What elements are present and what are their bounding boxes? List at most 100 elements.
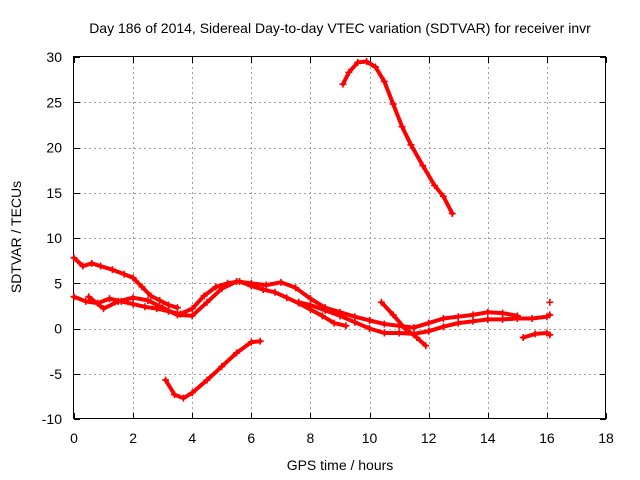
data-point [321,306,329,314]
data-point [546,331,554,339]
data-point [188,305,196,313]
data-point [218,363,226,371]
data-point [277,278,285,286]
series-arc-4 [295,298,554,338]
data-point [528,315,536,323]
series-arc-1 [70,254,181,312]
axis-ticks [74,57,607,420]
data-point [454,319,462,327]
data-point [519,334,527,342]
x-tick-label: 10 [362,430,378,446]
series-arc-5 [377,298,430,350]
data-point [147,292,155,300]
data-point [345,68,353,76]
data-point [425,319,433,327]
y-tick-label: 30 [46,49,62,65]
data-point [218,285,226,293]
data-point [419,162,427,170]
data-points [70,58,554,402]
data-point [377,298,385,306]
data-point [351,318,359,326]
data-point [318,312,326,320]
x-tick-label: 14 [480,430,496,446]
data-point [70,254,78,262]
data-point [170,391,178,399]
x-tick-label: 6 [247,430,255,446]
grid [74,57,606,419]
y-tick-label: 5 [54,275,62,291]
x-tick-label: 16 [539,430,555,446]
data-point [363,58,371,66]
data-point [295,298,303,306]
data-point [256,337,264,345]
data-point [165,301,173,309]
data-point [247,338,255,346]
data-point [448,210,456,218]
chart-title: Day 186 of 2014, Sidereal Day-to-day VTE… [89,20,591,36]
x-tick-label: 12 [421,430,437,446]
data-point [144,296,152,304]
data-point [173,304,181,312]
series-arc-7 [162,337,264,402]
data-point [292,284,300,292]
data-point [156,296,164,304]
x-tick-label: 0 [70,430,78,446]
data-point [371,63,379,71]
data-point [105,295,113,303]
data-point [188,389,196,397]
data-point [306,295,314,303]
data-point [88,259,96,267]
data-point [410,324,418,332]
data-point [342,322,350,330]
x-tick-labels: 0 2 4 6 8 10 12 14 16 18 [70,430,614,446]
series-arc-3 [85,277,521,332]
data-point [79,262,87,270]
y-tick-label: 0 [54,321,62,337]
data-point [366,325,374,332]
y-axis-label: SDTVAR / TECUs [8,181,24,293]
data-point [366,316,374,324]
y-tick-labels: -10 -5 0 5 10 15 20 25 30 [42,49,62,427]
data-point [82,297,90,305]
data-point [546,311,554,319]
data-point [389,100,397,108]
data-point [398,123,406,131]
data-point [203,298,211,306]
data-point [159,304,167,312]
data-point [469,311,477,319]
data-point [395,329,403,337]
y-tick-label: 10 [46,230,62,246]
data-point [380,320,388,328]
data-point [499,309,507,317]
data-point [200,292,208,300]
data-point [531,330,539,338]
data-point [271,288,279,296]
data-point [259,286,267,294]
series-outlier [546,298,554,306]
y-tick-label: 25 [46,94,62,110]
data-point [141,303,149,311]
data-point [336,312,344,320]
series-track [163,339,263,401]
x-tick-label: 18 [598,430,614,446]
series-track [341,59,455,216]
data-point [306,301,314,309]
data-point [454,313,462,321]
data-point [546,298,554,306]
data-point [401,325,409,332]
data-point [380,77,388,85]
y-tick-label: -10 [42,411,62,427]
data-point [407,141,415,149]
data-point [188,312,196,320]
data-point [354,58,362,66]
data-point [439,323,447,331]
data-point [389,311,397,319]
data-point [484,315,492,323]
data-point [212,283,220,291]
x-axis-label: GPS time / hours [287,457,394,473]
data-point [469,317,477,325]
data-point [380,329,388,337]
plot-frame [73,56,606,419]
x-tick-label: 8 [307,430,315,446]
